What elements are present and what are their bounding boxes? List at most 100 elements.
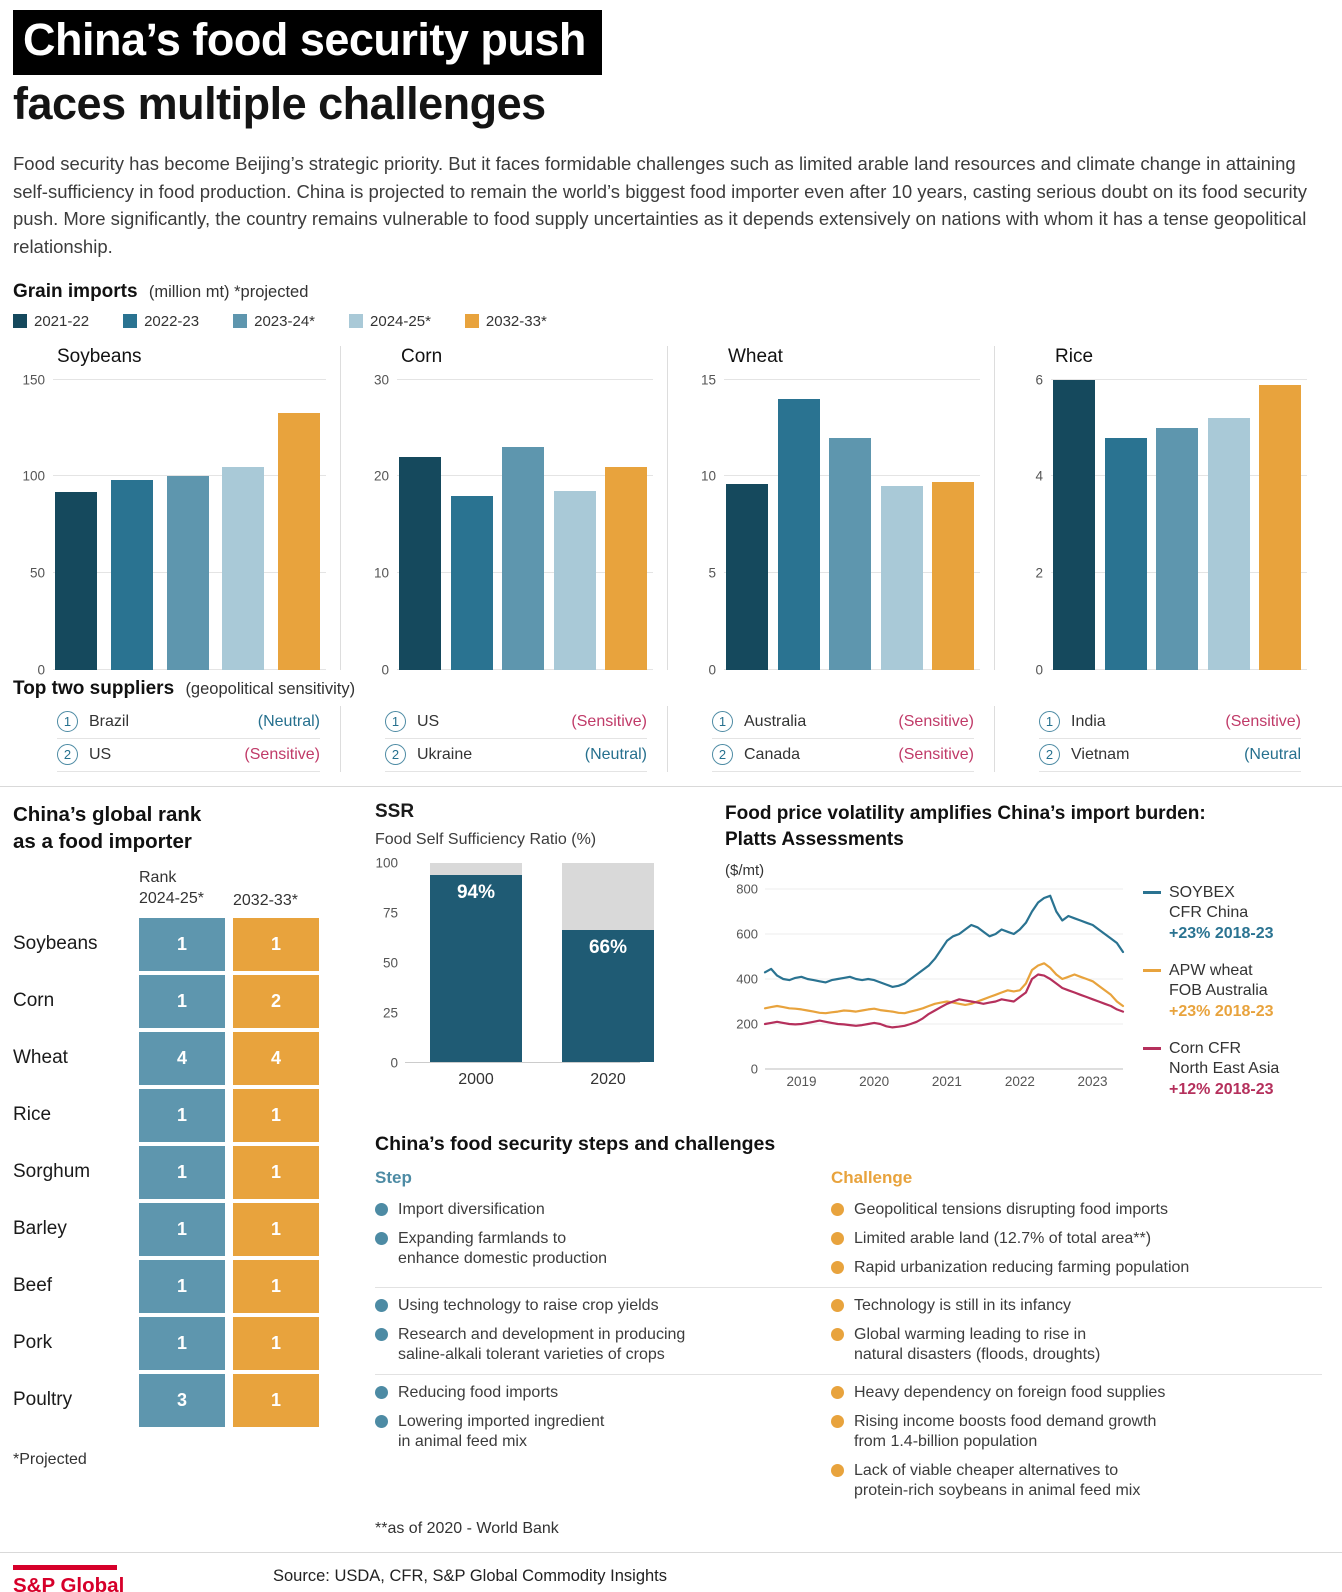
supplier-row: 1 Brazil (Neutral) bbox=[57, 706, 320, 739]
supplier-name: Australia bbox=[744, 712, 807, 730]
step-column-header: Step bbox=[375, 1167, 412, 1187]
supplier-name: Vietnam bbox=[1071, 745, 1130, 763]
rank-badge: 1 bbox=[1039, 711, 1060, 733]
ssr-subtitle: Food Self Sufficiency Ratio (%) bbox=[375, 830, 597, 848]
suppliers-soybeans: 1 Brazil (Neutral) 2 US (Sensitive) bbox=[13, 706, 340, 772]
platts-title-line2: Platts Assessments bbox=[725, 829, 904, 851]
challenge-item: Lack of viable cheaper alternatives to p… bbox=[831, 1461, 1322, 1501]
rank-row-label: Barley bbox=[13, 1218, 67, 1240]
sp-global-logo-line1: S&P Global bbox=[13, 1573, 125, 1592]
step-list: Reducing food imports Lowering imported i… bbox=[375, 1383, 831, 1510]
y-tick-label: 0 bbox=[1035, 662, 1043, 678]
rank-row-label: Pork bbox=[13, 1332, 53, 1354]
rank-col2-header: 2032-33* bbox=[233, 891, 298, 909]
step-list: Import diversification Expanding farmland… bbox=[375, 1200, 831, 1287]
challenge-text: Lack of viable cheaper alternatives to p… bbox=[854, 1461, 1141, 1499]
bar-2021-22 bbox=[399, 457, 441, 670]
bar-2032-33* bbox=[1259, 384, 1301, 670]
y-tick-label: 4 bbox=[1035, 468, 1043, 484]
gridline bbox=[53, 378, 326, 380]
legend-text: APW wheat FOB Australia +23% 2018-23 bbox=[1169, 961, 1274, 1021]
y-tick-label: 20 bbox=[373, 468, 389, 484]
suppliers-rice: 1 India (Sensitive) 2 Vietnam (Neutral bbox=[994, 705, 1321, 772]
legend-change: +23% 2018-23 bbox=[1169, 924, 1274, 942]
platts-legend-entry: APW wheat FOB Australia +23% 2018-23 bbox=[1143, 961, 1325, 1021]
suppliers: 1 Brazil (Neutral) 2 US (Sensitive) 1 US (Sensit… bbox=[13, 705, 1322, 772]
y-tick-label: 10 bbox=[373, 565, 389, 581]
rank-title-line1: China’s global rank bbox=[13, 802, 202, 826]
legend-swatch bbox=[123, 314, 138, 329]
platts-series-apw-wheat-fob-australia bbox=[763, 962, 1125, 1015]
steps-group: Import diversification Expanding farmland… bbox=[375, 1192, 1322, 1287]
steps-column-headers: Step Challenge bbox=[375, 1168, 1322, 1192]
step-item: Research and development in producing sa… bbox=[375, 1325, 791, 1365]
worldbank-footnote: **as of 2020 - World Bank bbox=[375, 1519, 559, 1537]
supplier-row: 2 Vietnam (Neutral bbox=[1039, 739, 1301, 772]
rank-title-line2: as a food importer bbox=[13, 830, 192, 854]
legend-label: 2024-25* bbox=[370, 312, 431, 330]
step-bullet-icon bbox=[375, 1414, 388, 1428]
y-tick-label: 30 bbox=[373, 372, 389, 388]
footer: S&P Global Commodity Insights Source: US… bbox=[0, 1553, 1342, 1592]
ssr-value-label: 94% bbox=[456, 881, 496, 903]
rank-cell-2032: 4 bbox=[233, 1031, 319, 1085]
rank-badge: 1 bbox=[712, 711, 733, 733]
bar-2022-23 bbox=[1104, 437, 1147, 670]
legend-item: 2023-24* bbox=[233, 313, 315, 330]
projected-footnote: *Projected bbox=[13, 1450, 87, 1468]
rank-badge: 1 bbox=[385, 711, 406, 733]
sp-global-logo: S&P Global Commodity Insights bbox=[13, 1564, 245, 1592]
bar-2022-23 bbox=[450, 495, 493, 670]
panel-title: Rice bbox=[1055, 345, 1094, 367]
y-tick-label: 0 bbox=[381, 662, 389, 678]
ssr-remainder bbox=[562, 862, 654, 931]
challenge-item: Limited arable land (12.7% of total area… bbox=[831, 1229, 1322, 1249]
step-text: Expanding farmlands to enhance domestic … bbox=[398, 1229, 608, 1267]
step-text: Using technology to raise crop yields bbox=[398, 1296, 659, 1314]
panel-body: 0 5 10 15 bbox=[684, 372, 980, 677]
step-item: Using technology to raise crop yields bbox=[375, 1296, 791, 1316]
y-tick-label: 15 bbox=[700, 372, 716, 388]
rank-col1-header: Rank 2024-25* bbox=[139, 868, 225, 910]
challenge-bullet-icon bbox=[831, 1260, 844, 1274]
challenge-list: Technology is still in its infancy Global… bbox=[831, 1296, 1322, 1374]
rank-row-label: Rice bbox=[13, 1104, 52, 1126]
challenge-item: Heavy dependency on foreign food supplie… bbox=[831, 1383, 1322, 1403]
ssr-x-label: 2020 bbox=[590, 1070, 626, 1088]
ssr-y-tick-label: 100 bbox=[375, 855, 398, 871]
suppliers-corn: 1 US (Sensitive) 2 Ukraine (Neutral) bbox=[340, 705, 667, 772]
legend-swatch bbox=[233, 314, 248, 329]
page-title-line2: faces multiple challenges bbox=[13, 77, 546, 129]
legend-swatch bbox=[349, 314, 364, 329]
plot-area bbox=[397, 378, 653, 670]
header: China’s food security push faces multipl… bbox=[0, 0, 1342, 261]
platts-unit-label: ($/mt) bbox=[725, 861, 765, 879]
step-item: Reducing food imports bbox=[375, 1383, 791, 1403]
grain-panel-rice: Rice 0 2 4 6 bbox=[994, 345, 1321, 677]
rank-cell-2032: 2 bbox=[233, 974, 319, 1028]
supplier-name: Brazil bbox=[89, 712, 130, 730]
rank-table-section: China’s global rank as a food importer R… bbox=[13, 801, 361, 1538]
suppliers-title: Top two suppliers bbox=[13, 677, 175, 699]
footer-divider bbox=[0, 1551, 1342, 1553]
legend-item: 2022-23 bbox=[123, 313, 199, 330]
page-title-line1: China’s food security push bbox=[13, 10, 602, 75]
y-tick-label: 6 bbox=[1035, 372, 1043, 388]
legend-change: +12% 2018-23 bbox=[1169, 1080, 1274, 1098]
charts-row: SSR Food Self Sufficiency Ratio (%) 0 25 5… bbox=[361, 801, 1322, 1117]
gridline bbox=[1051, 378, 1307, 380]
rank-row-label: Corn bbox=[13, 990, 55, 1012]
rank-cell-2032: 1 bbox=[233, 1088, 319, 1142]
intro-paragraph: Food security has become Beijing’s strat… bbox=[13, 152, 1307, 258]
steps-title: China’s food security steps and challeng… bbox=[375, 1132, 776, 1155]
rank-cell-2032: 1 bbox=[233, 1316, 319, 1370]
y-tick-label: 100 bbox=[22, 468, 45, 484]
supplier-name: India bbox=[1071, 712, 1106, 730]
supplier-row: 1 US (Sensitive) bbox=[385, 706, 647, 739]
suppliers-subtitle: (geopolitical sensitivity) bbox=[185, 679, 356, 698]
bar-2023-24* bbox=[502, 447, 544, 670]
step-item: Import diversification bbox=[375, 1200, 791, 1220]
sensitivity-label: (Neutral) bbox=[257, 712, 320, 730]
sensitivity-label: (Sensitive) bbox=[1225, 712, 1301, 730]
grain-panel-soybeans: Soybeans 0 50 100 150 bbox=[13, 346, 340, 677]
